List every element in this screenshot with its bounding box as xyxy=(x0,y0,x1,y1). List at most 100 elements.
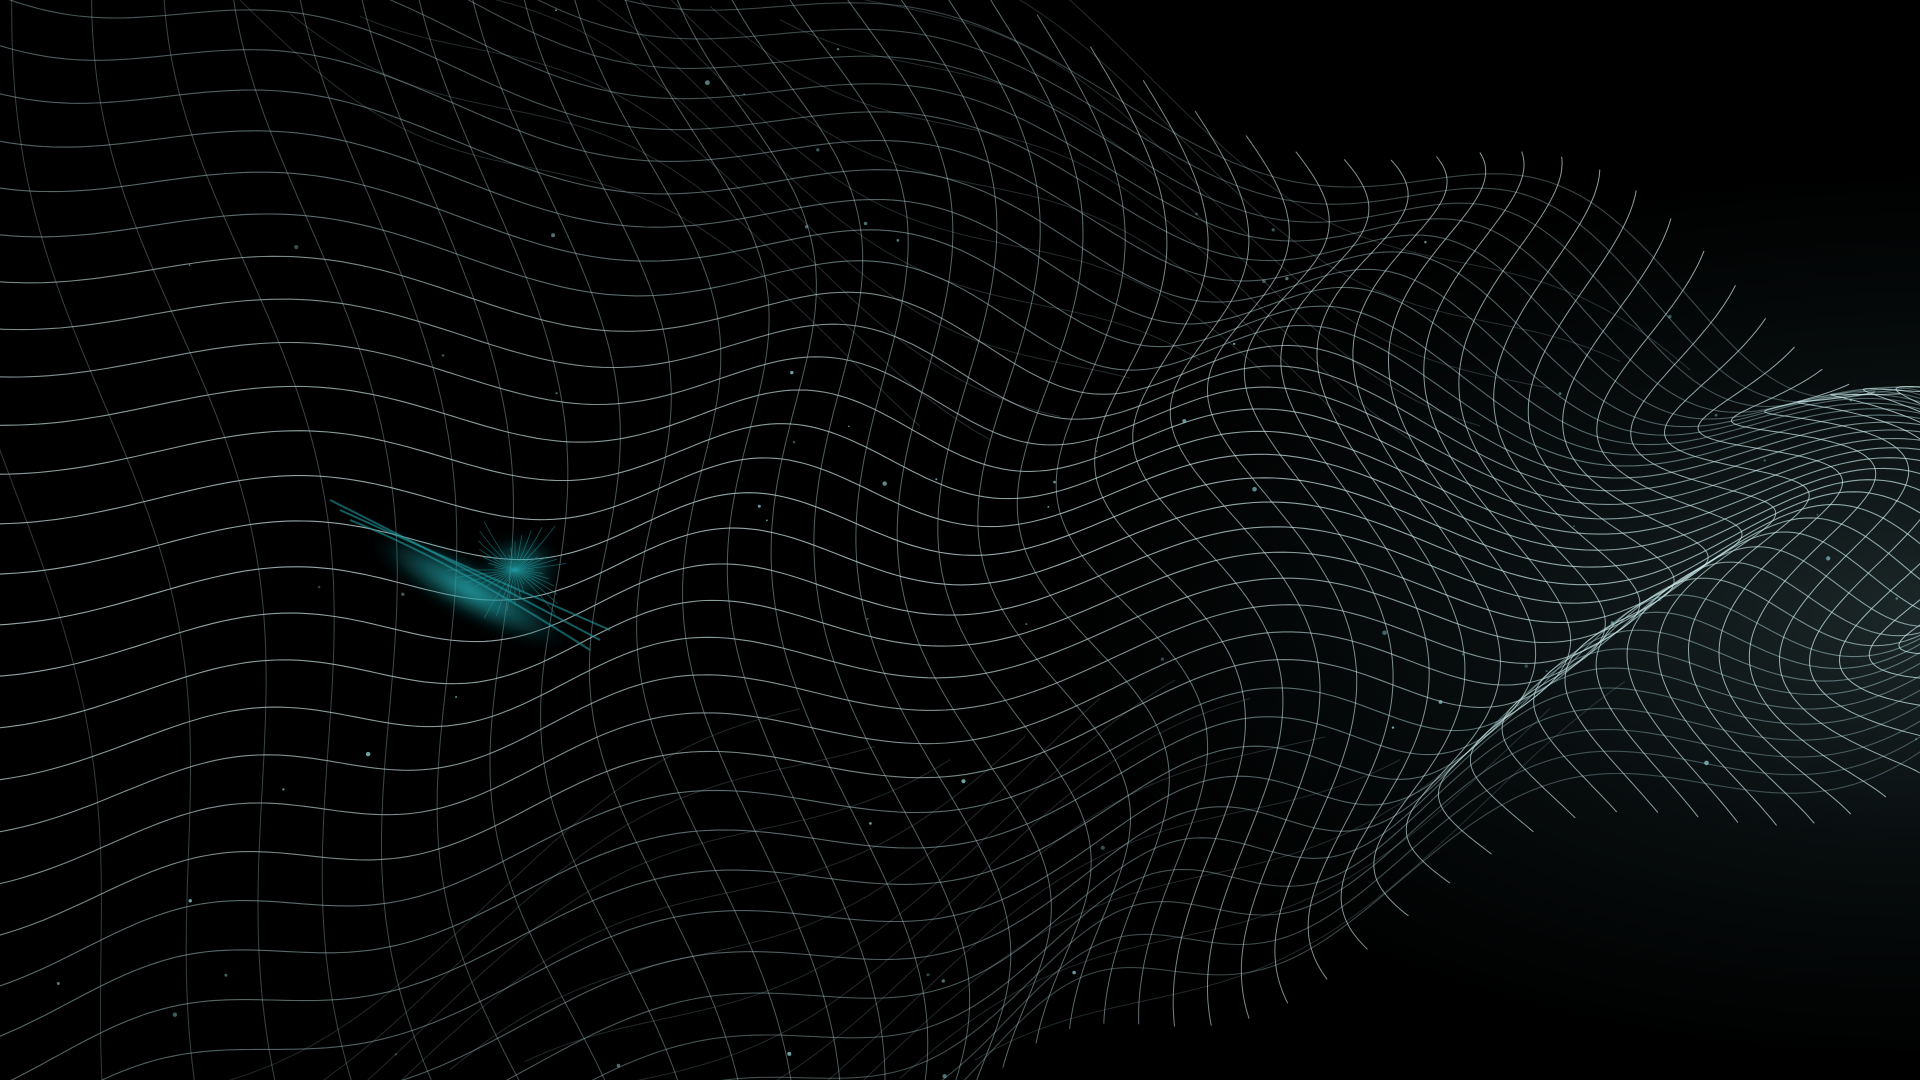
sparkle-dot xyxy=(441,354,445,357)
contour-line xyxy=(779,19,1481,427)
sparkle-dot xyxy=(1271,228,1275,232)
sparkle-dot xyxy=(1524,664,1529,668)
sparkle-dot xyxy=(1025,623,1028,626)
teal-strand xyxy=(477,540,516,571)
contour-line xyxy=(827,759,1401,1080)
contour-line xyxy=(639,0,1271,379)
sparkle-dot xyxy=(616,1063,621,1068)
mesh-line-trans xyxy=(1388,152,1537,855)
sparkle-dots xyxy=(56,9,1918,1079)
mesh-line-trans xyxy=(731,0,971,1080)
sparkle-dot xyxy=(863,221,868,226)
mesh-line-trans xyxy=(472,0,739,1080)
sparkle-dot xyxy=(1816,513,1819,516)
mesh-line-trans xyxy=(1697,346,1852,815)
sparkle-dot xyxy=(1047,506,1050,508)
sparkle-dot xyxy=(1763,459,1766,462)
sparkle-dot xyxy=(1285,276,1289,281)
sparkle-dot xyxy=(555,392,558,395)
sparkle-dot xyxy=(555,9,558,12)
sparkle-dot xyxy=(743,93,745,96)
mesh-line-trans xyxy=(990,0,1170,1024)
mesh-line-trans xyxy=(1423,151,1572,833)
contour-line xyxy=(359,15,1061,417)
sparkle-dot xyxy=(188,264,191,266)
sparkle-dot xyxy=(1668,315,1672,319)
sparkle-dot xyxy=(188,899,192,903)
sparkle-dot xyxy=(792,441,796,444)
mesh-line-trans xyxy=(1830,393,1920,706)
contour-line xyxy=(863,0,1551,389)
mesh-line-trans xyxy=(1089,46,1246,1027)
mesh-line-trans xyxy=(1036,14,1209,1025)
teal-strand xyxy=(479,548,516,571)
mesh-line-trans xyxy=(1206,135,1358,1004)
sparkle-dot xyxy=(1382,630,1387,636)
sparkle-dot xyxy=(942,1074,947,1079)
sparkle-dot xyxy=(869,822,872,825)
contour-line xyxy=(524,679,1176,1063)
sparkle-dot xyxy=(365,751,371,757)
contour-line xyxy=(776,736,1326,1080)
sparkle-dot xyxy=(224,973,228,977)
mesh-line-trans xyxy=(1280,159,1430,950)
mesh-line-trans xyxy=(1132,80,1284,1026)
sparkle-dot xyxy=(757,504,761,508)
sparkle-dot xyxy=(282,788,285,791)
mesh-line-trans xyxy=(163,0,352,1080)
mesh-line-trans xyxy=(574,0,841,1080)
sparkle-dot xyxy=(804,225,809,229)
teal-strand xyxy=(514,569,525,592)
teal-strand xyxy=(514,530,532,571)
mesh-line-trans xyxy=(91,0,276,1080)
sparkle-dot xyxy=(1915,738,1918,741)
teal-strand xyxy=(514,535,523,571)
teal-strand xyxy=(514,569,555,587)
sparkle-dot xyxy=(1195,212,1198,216)
mesh-line-trans xyxy=(789,0,1012,1080)
teal-strand xyxy=(514,527,543,571)
sparkle-dot xyxy=(1262,279,1266,284)
sparkle-dot xyxy=(1895,597,1899,600)
contour-line xyxy=(494,0,1131,379)
sparkle-dot xyxy=(882,481,887,486)
mesh-line-trans xyxy=(1169,110,1321,1019)
sparkle-dot xyxy=(790,370,794,375)
teal-strand xyxy=(483,521,516,571)
contour-line xyxy=(596,0,1201,361)
mesh-line-trans xyxy=(676,0,929,1080)
contour-line xyxy=(322,745,876,1080)
sparkle-dot xyxy=(961,779,966,784)
sparkle-dot xyxy=(394,1053,397,1056)
contour-line xyxy=(228,708,801,1080)
sparkle-dot xyxy=(1573,525,1575,528)
contour-line xyxy=(637,698,1251,1080)
sparkle-dot xyxy=(1233,342,1236,345)
sparkle-dot xyxy=(401,592,405,596)
teal-strand xyxy=(514,569,556,615)
mesh-line-trans xyxy=(11,0,195,1080)
sparkle-dot xyxy=(896,239,900,242)
teal-strand xyxy=(514,569,521,599)
contour-line xyxy=(974,681,1626,1061)
sparkle-dot xyxy=(172,1012,178,1017)
sparkle-dot xyxy=(1657,597,1662,602)
teal-strand xyxy=(506,569,516,612)
mesh-line-trans xyxy=(900,0,1092,1044)
sparkle-dot xyxy=(1424,241,1427,244)
sparkle-dot xyxy=(317,585,321,589)
sparkle-dot xyxy=(56,982,60,985)
mesh-line-trans xyxy=(1862,388,1920,679)
sparkle-dot xyxy=(1182,419,1187,423)
sparkle-dot xyxy=(1558,392,1562,396)
teal-strand xyxy=(496,569,516,616)
sparkle-dot xyxy=(1252,486,1257,492)
mesh-line-trans xyxy=(523,0,792,1080)
mesh-line-trans xyxy=(1630,285,1777,826)
mesh-line-trans xyxy=(1797,391,1920,737)
contour-line xyxy=(367,759,951,1080)
mesh-line-trans xyxy=(1895,386,1920,655)
mesh-line-trans xyxy=(624,0,886,1080)
sparkle-dot xyxy=(848,425,850,428)
